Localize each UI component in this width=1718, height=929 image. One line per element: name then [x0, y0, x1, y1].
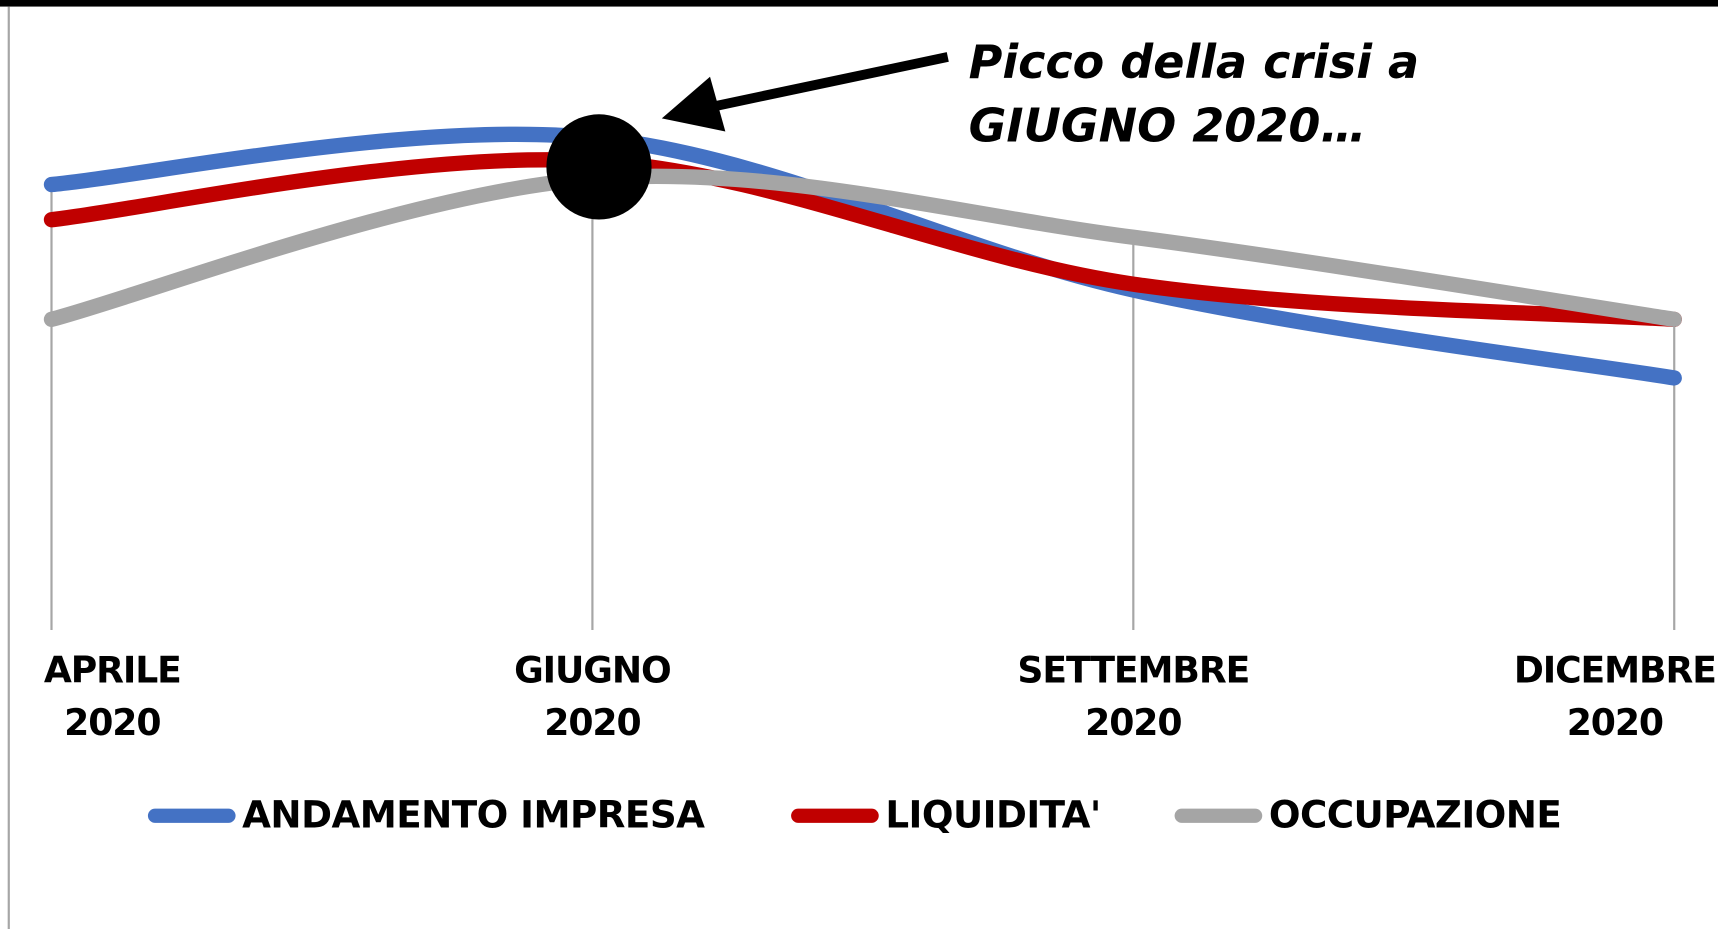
- legend-item: OCCUPAZIONE: [1174, 785, 1562, 846]
- legend: ANDAMENTO IMPRESA LIQUIDITA' OCCUPAZIONE: [0, 785, 1718, 846]
- series-line: [43, 126, 1682, 386]
- annotation-arrowhead: [661, 76, 726, 132]
- series-line: [43, 152, 1682, 328]
- legend-swatch: [791, 808, 879, 823]
- x-tick-label: GIUGNO 2020: [514, 648, 672, 744]
- annotation-marker: [546, 114, 652, 220]
- annotation-arrow: [713, 52, 949, 112]
- legend-swatch: [1174, 808, 1263, 823]
- legend-item: ANDAMENTO IMPRESA: [147, 785, 705, 846]
- x-tick-label: DICEMBRE 2020: [1513, 648, 1717, 744]
- legend-label: LIQUIDITA': [885, 793, 1101, 838]
- top-border: [0, 0, 1718, 7]
- x-tick-label: APRILE 2020: [43, 648, 182, 744]
- legend-swatch: [147, 808, 236, 823]
- legend-label: OCCUPAZIONE: [1268, 793, 1562, 838]
- series-line: [43, 168, 1682, 328]
- annotation: Picco della crisi a GIUGNO 2020…: [968, 35, 1420, 153]
- legend-item: LIQUIDITA': [791, 785, 1101, 846]
- x-tick-label: SETTEMBRE 2020: [1017, 648, 1250, 744]
- legend-label: ANDAMENTO IMPRESA: [242, 793, 705, 838]
